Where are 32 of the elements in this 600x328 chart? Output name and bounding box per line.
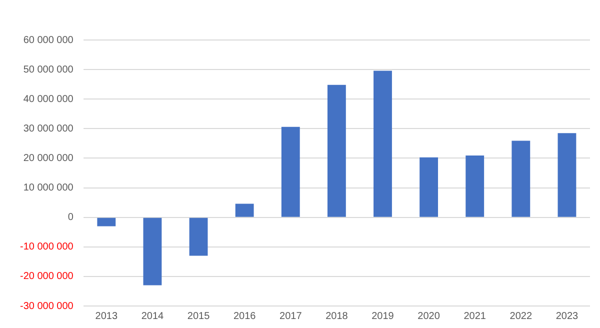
bar — [374, 70, 392, 217]
x-tick-label: 2015 — [187, 310, 210, 322]
x-tick-label: 2017 — [280, 310, 302, 322]
y-tick-label: 40 000 000 — [23, 94, 74, 105]
bar — [466, 156, 484, 217]
x-tick-label: 2013 — [95, 310, 118, 322]
bar — [189, 218, 208, 256]
x-tick-label: 2016 — [233, 310, 256, 322]
bar — [327, 84, 346, 217]
y-tick-label: 10 000 000 — [23, 182, 74, 194]
y-tick-label: -10 000 000 — [20, 242, 74, 253]
y-tick-label: 50 000 000 — [23, 64, 74, 76]
bar — [235, 204, 254, 217]
x-tick-label: 2018 — [326, 310, 348, 322]
x-tick-label: 2014 — [141, 310, 164, 322]
bar — [97, 218, 116, 226]
y-tick-label: 20 000 000 — [23, 152, 74, 164]
bar — [420, 157, 438, 217]
x-tick-label: 2023 — [556, 310, 579, 322]
bar — [143, 218, 162, 286]
y-tick-label: -30 000 000 — [20, 300, 74, 312]
y-tick-label: 60 000 000 — [23, 34, 74, 46]
x-tick-label: 2022 — [510, 310, 532, 322]
y-tick-label: 0 — [68, 212, 74, 224]
y-tick-label: -20 000 000 — [20, 271, 74, 282]
x-tick-label: 2021 — [464, 310, 486, 322]
bar — [281, 126, 300, 217]
bar — [558, 133, 576, 217]
x-tick-label: 2020 — [418, 310, 440, 322]
y-tick-label: 30 000 000 — [23, 123, 74, 134]
x-tick-label: 2019 — [372, 310, 394, 322]
bar — [512, 140, 530, 217]
